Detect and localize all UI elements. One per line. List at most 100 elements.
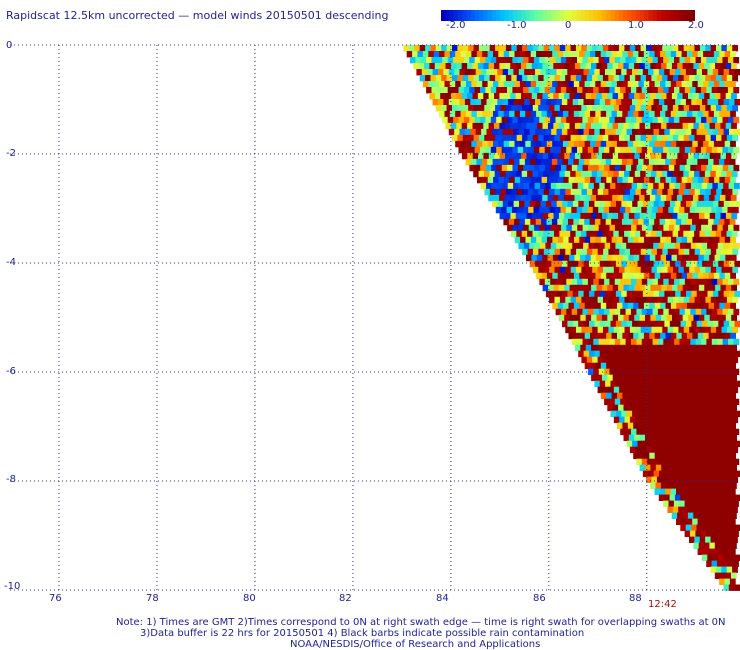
swath-cell (701, 338, 707, 346)
y-tick-0: 0 (6, 40, 13, 51)
swath-cell (653, 242, 659, 250)
swath-cell (608, 248, 615, 256)
swath-cell (645, 404, 651, 412)
swath-cell (574, 194, 581, 202)
swath-cell (674, 278, 680, 286)
swath-cell (553, 284, 560, 292)
swath-cell (627, 158, 634, 166)
swath-cell (442, 116, 449, 124)
swath-cell (719, 332, 726, 340)
swath-cell (602, 45, 609, 52)
swath-cell (614, 57, 621, 64)
swath-cell (596, 152, 603, 160)
swath-cell (541, 176, 548, 184)
swath-cell (412, 51, 418, 58)
swath-cell (632, 290, 638, 298)
swath-cell (715, 506, 722, 513)
swath-cell (609, 87, 616, 94)
swath-cell (648, 440, 654, 448)
swath-cell (704, 122, 710, 130)
swath-cell (518, 182, 525, 190)
swath-cell (680, 182, 686, 190)
swath-cell (453, 116, 459, 124)
swath-cell (500, 188, 507, 196)
swath-cell (732, 75, 738, 82)
swath-cell (502, 69, 509, 76)
swath-cell (695, 116, 702, 124)
swath-cell (709, 212, 716, 220)
swath-cell (633, 392, 639, 400)
y-tick-minus6: -6 (6, 366, 16, 377)
swath-cell (627, 422, 634, 430)
swath-cell (624, 386, 631, 394)
swath-cell (707, 554, 714, 561)
swath-cell (595, 332, 602, 340)
swath-cell (733, 146, 740, 154)
swath-cell (734, 494, 740, 501)
swath-cell (730, 51, 736, 58)
colorbar-segment (445, 10, 451, 21)
swath-cell (419, 45, 426, 52)
swath-cell (546, 51, 553, 58)
swath-cell (697, 452, 704, 460)
swath-cell (619, 416, 625, 424)
swath-cell (505, 170, 512, 178)
swath-cell (693, 152, 700, 160)
swath-cell (581, 45, 588, 52)
swath-cell (692, 158, 698, 166)
swath-cell (563, 272, 569, 280)
swath-cell (681, 302, 688, 310)
swath-cell (590, 110, 596, 118)
swath-cell (679, 398, 686, 406)
swath-cell (653, 290, 660, 298)
swath-cell (594, 69, 601, 76)
swath-cell (715, 566, 722, 573)
swath-cell (476, 158, 483, 166)
swath-cell (699, 75, 706, 82)
swath-cell (545, 200, 552, 208)
swath-cell (683, 134, 690, 142)
swath-cell (704, 512, 710, 519)
swath-cell (732, 105, 738, 112)
swath-cell (593, 116, 599, 124)
swath-cell (728, 164, 734, 172)
swath-cell (716, 356, 722, 364)
swath-cell (619, 75, 625, 82)
swath-cell (471, 110, 478, 118)
swath-cell (581, 296, 588, 304)
swath-cell (557, 51, 564, 58)
swath-cell (570, 45, 577, 52)
swath-cell (705, 45, 712, 52)
swath-cell (691, 128, 698, 136)
swath-cell (667, 105, 674, 112)
swath-cell (559, 248, 566, 256)
swath-cell (714, 254, 721, 262)
swath-cell (592, 134, 598, 142)
swath-cell (583, 200, 590, 208)
swath-cell (675, 440, 681, 448)
swath-cell (734, 470, 740, 477)
swath-cell (520, 236, 526, 244)
swath-cell (690, 57, 696, 64)
swath-cell (697, 272, 704, 280)
swath-cell (597, 248, 604, 256)
swath-cell (723, 470, 730, 477)
swath-cell (702, 218, 709, 226)
swath-cell (631, 224, 637, 232)
swath-cell (662, 266, 669, 274)
swath-cell (636, 146, 643, 154)
swath-cell (652, 338, 659, 346)
swath-cell (613, 296, 620, 304)
swath-cell (726, 266, 733, 274)
swath-cell (416, 69, 423, 76)
swath-cell (527, 170, 533, 178)
swath-cell (629, 170, 636, 178)
swath-cell (734, 290, 740, 298)
swath-cell (575, 75, 582, 82)
swath-cell (571, 87, 578, 94)
swath-cell (563, 140, 569, 148)
swath-cell (645, 212, 651, 220)
swath-cell (691, 494, 697, 501)
swath-cell (487, 51, 494, 58)
swath-cell (647, 242, 654, 250)
